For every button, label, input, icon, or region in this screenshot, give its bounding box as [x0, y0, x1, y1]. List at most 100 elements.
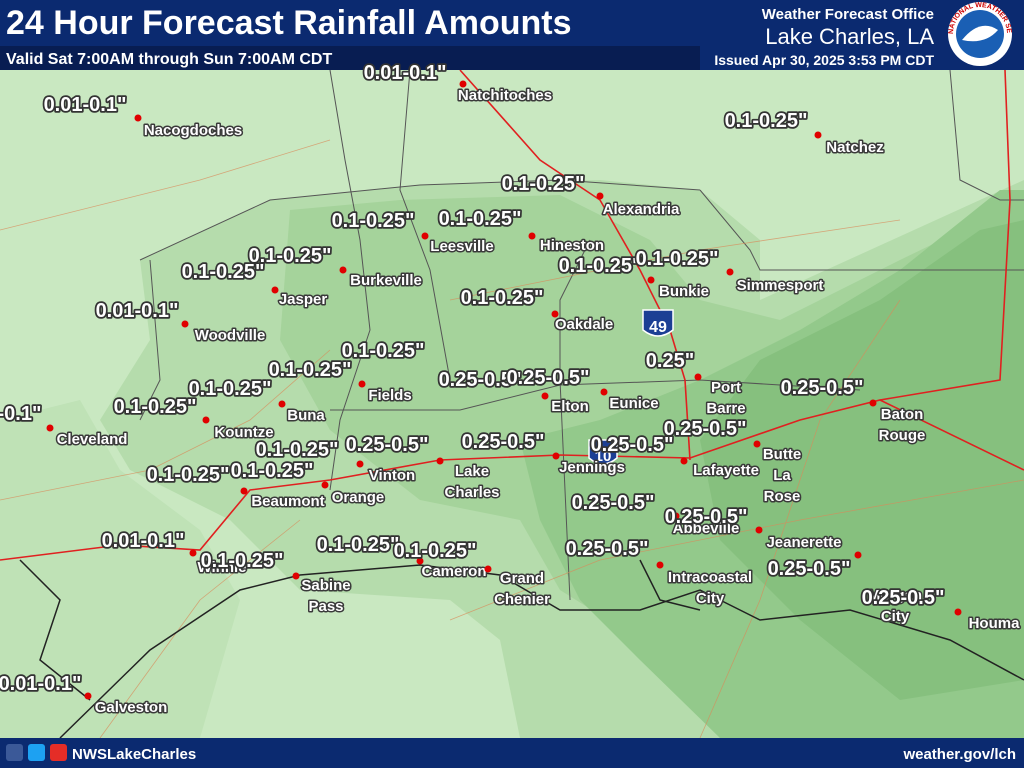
rain-amount-label: 0.01-0.1" [44, 94, 127, 116]
boundaries [139, 69, 1024, 601]
office-location: Lake Charles, LA [765, 24, 934, 49]
city-label: Barre [706, 400, 745, 417]
city-label: Buna [287, 407, 325, 424]
city-dot [436, 457, 444, 465]
rain-amount-label: 0.1-0.25" [725, 110, 808, 132]
rain-amount-label: 0.1-0.25" [559, 255, 642, 277]
city-dot [753, 440, 761, 448]
city-dot [181, 320, 189, 328]
city-label: Lafayette [693, 462, 759, 479]
city-label: Cleveland [57, 431, 128, 448]
rain-amount-label: 0.25-0.5" [781, 377, 864, 399]
city-dot [755, 526, 763, 534]
rain-amount-label: 0.25-0.5" [664, 418, 747, 440]
city-dot [552, 452, 560, 460]
rain-amount-label: 0.1-0.25" [461, 287, 544, 309]
city-label: Vinton [369, 467, 415, 484]
city-dot [271, 286, 279, 294]
city-dot [596, 192, 604, 200]
city-dot [292, 572, 300, 580]
rain-amount-label: 0.1-0.25" [201, 550, 284, 572]
city-label: Butte [763, 446, 801, 463]
city-label: Intracoastal [668, 569, 752, 586]
city-dot [84, 692, 92, 700]
rain-amount-label: 0.1-0.25" [256, 439, 339, 461]
office-name: Weather Forecast Office [762, 6, 934, 23]
city-dot [814, 131, 822, 139]
city-dot [278, 400, 286, 408]
city-label: Beaumont [251, 493, 324, 510]
rain-amount-label: 0.1-0.25" [269, 359, 352, 381]
city-dot [672, 512, 680, 520]
city-label: Burkeville [350, 272, 422, 289]
city-label: Jeanerette [766, 534, 841, 551]
city-label: Galveston [95, 699, 168, 716]
social-handle: NWSLakeCharles [72, 746, 196, 763]
rain-amount-label: 0.25-0.5" [591, 434, 674, 456]
city-label: Charles [444, 484, 499, 501]
city-dot [46, 424, 54, 432]
title: 24 Hour Forecast Rainfall Amounts [6, 4, 572, 42]
facebook-icon[interactable] [6, 744, 23, 761]
city-label: Baton [881, 406, 924, 423]
city-dot [694, 373, 702, 381]
city-dot [854, 551, 862, 559]
city-label: Jasper [279, 291, 328, 308]
city-label: Leesville [430, 238, 493, 255]
city-dot [528, 232, 536, 240]
city-label: Eunice [609, 395, 658, 412]
city-label: Sabine [301, 577, 350, 594]
rain-amount-label: 0.1-0.25" [189, 378, 272, 400]
rain-amount-label: 0.25-0.5" [665, 506, 748, 528]
city-label: Natchez [826, 139, 884, 156]
rain-amount-label: 0.1-0.25" [439, 208, 522, 230]
city-label: Natchitoches [458, 87, 552, 104]
rain-amount-label: 0.1-0.25" [114, 396, 197, 418]
city-label: Simmesport [737, 277, 824, 294]
highway-shields: 49 10 [588, 309, 674, 465]
youtube-icon[interactable] [50, 744, 67, 761]
city-label: Orange [332, 489, 385, 506]
city-label: Jennings [559, 459, 625, 476]
rain-amount-label: 0.01-0.1" [364, 62, 447, 84]
city-label: Alexandria [603, 201, 680, 218]
city-dot [134, 114, 142, 122]
city-dot [356, 460, 364, 468]
rain-amount-label: 0.01-0.1" [102, 530, 185, 552]
city-dot [189, 549, 197, 557]
coast [19, 559, 1024, 739]
city-label: Lake [455, 463, 489, 480]
rain-amount-label: 0.1-0.25" [182, 261, 265, 283]
city-dot [680, 457, 688, 465]
rain-amount-label: 0.1-0.25" [502, 173, 585, 195]
city-label: Woodville [195, 327, 266, 344]
rain-amount-label: 0.01-0.1" [96, 300, 179, 322]
city-dot [541, 392, 549, 400]
city-dot [484, 565, 492, 573]
city-dot [321, 481, 329, 489]
city-label: La [773, 467, 791, 484]
city-dot [416, 557, 424, 565]
city-dot [240, 487, 248, 495]
rain-amount-label: 0.1-0.25" [147, 464, 230, 486]
highway-label: 49 [649, 319, 667, 336]
footer-bar [0, 738, 1024, 768]
rain-amount-label: 0.1-0.25" [342, 340, 425, 362]
city-label: Winnie [197, 559, 246, 576]
rain-amount-label: 0.1-0.25" [394, 540, 477, 562]
city-dot [358, 380, 366, 388]
rain-amount-label: 0.01-0.1" [0, 673, 81, 695]
city-dot [869, 399, 877, 407]
rain-amount-label: 0.01-0.1" [0, 403, 41, 425]
city-label: Cameron [421, 563, 486, 580]
city-label: City [881, 608, 910, 625]
city-label: Port [711, 379, 741, 396]
rain-amount-label: 0.25-0.5" [439, 369, 522, 391]
rain-amount-label: 0.25" [646, 350, 694, 372]
city-dot [600, 388, 608, 396]
rain-amount-label: 0.1-0.25" [332, 210, 415, 232]
city-label: Kountze [214, 424, 273, 441]
rain-amount-label: 0.1-0.25" [317, 534, 400, 556]
twitter-icon[interactable] [28, 744, 45, 761]
highway-label: 10 [595, 448, 612, 465]
